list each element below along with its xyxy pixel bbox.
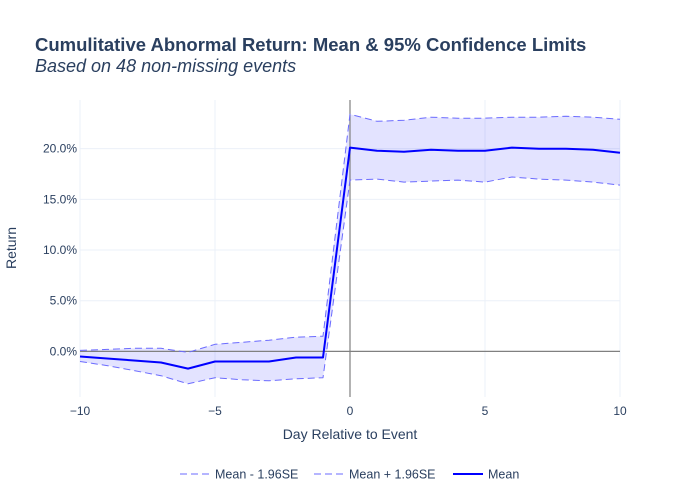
series-line-mean-1-96se bbox=[79, 113, 621, 353]
legend-label: Mean bbox=[488, 468, 519, 482]
y-tick-label: 0.0% bbox=[50, 344, 78, 358]
confidence-band-layer bbox=[80, 114, 620, 384]
series-layer bbox=[79, 113, 621, 385]
y-tick-label: 15.0% bbox=[43, 192, 77, 206]
y-tick-label: 10.0% bbox=[43, 243, 77, 257]
x-axis-title: Day Relative to Event bbox=[283, 426, 418, 442]
series-line-mean-1-96se bbox=[79, 176, 621, 385]
x-tick-label: 0 bbox=[347, 404, 354, 418]
legend-label: Mean - 1.96SE bbox=[215, 468, 298, 482]
series-line-mean bbox=[79, 146, 621, 370]
y-tick-label: 5.0% bbox=[50, 294, 78, 308]
chart-title: Cumulitative Abnormal Return: Mean & 95%… bbox=[35, 34, 587, 55]
x-tick-label: −5 bbox=[208, 404, 222, 418]
x-tick-label: −10 bbox=[70, 404, 91, 418]
y-tick-label: 20.0% bbox=[43, 142, 77, 156]
confidence-band bbox=[80, 114, 620, 384]
y-axis-title: Return bbox=[3, 227, 19, 269]
chart-subtitle: Based on 48 non-missing events bbox=[35, 56, 297, 76]
x-tick-label: 10 bbox=[613, 404, 627, 418]
legend: Mean - 1.96SE Mean + 1.96SE Mean bbox=[180, 468, 519, 482]
x-tick-label: 5 bbox=[482, 404, 489, 418]
legend-label: Mean + 1.96SE bbox=[349, 468, 436, 482]
tick-label-layer: −10 −5 0 5 10 0.0% 5.0% 10.0% 15.0% 20.0% bbox=[43, 142, 627, 418]
